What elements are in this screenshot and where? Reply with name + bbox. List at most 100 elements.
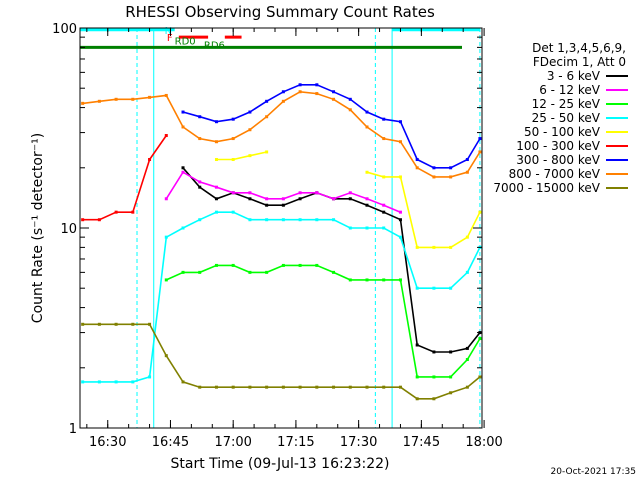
data-point-4-2 <box>97 380 101 384</box>
data-point-3-17 <box>348 278 352 282</box>
data-point-1-17 <box>348 197 352 201</box>
series-line-8 <box>82 90 481 178</box>
data-point-7-14 <box>298 83 302 87</box>
data-point-8-6 <box>164 93 168 97</box>
series-line-7 <box>182 84 481 169</box>
x-tick-label-1: 16:30 <box>89 435 126 450</box>
data-point-6-2 <box>97 218 101 222</box>
data-point-3-25 <box>478 337 482 341</box>
data-point-7-12 <box>265 99 269 103</box>
data-point-8-22 <box>432 175 436 179</box>
x-tick-label-5: 17:30 <box>340 435 377 450</box>
data-point-4-4 <box>131 380 135 384</box>
flag-label-rd6: RD6 <box>204 40 225 51</box>
data-point-9-24 <box>465 385 469 389</box>
data-point-9-19 <box>382 385 386 389</box>
data-point-4-15 <box>315 218 319 222</box>
data-point-9-22 <box>432 397 436 401</box>
legend-label-1: 3 - 6 keV <box>547 69 601 83</box>
data-point-2-9 <box>214 185 218 189</box>
data-point-2-15 <box>315 191 319 195</box>
legend-header-line-2: FDecim 1, Att 0 <box>533 55 626 69</box>
data-point-8-5 <box>148 95 152 99</box>
data-point-6-6 <box>164 134 168 138</box>
data-point-9-17 <box>348 385 352 389</box>
data-point-5-9 <box>214 158 218 162</box>
data-point-7-13 <box>281 90 285 94</box>
flag-label-rd0: RD0 <box>175 36 196 47</box>
data-point-3-12 <box>265 270 269 274</box>
data-point-2-11 <box>248 191 252 195</box>
x-axis-label: Start Time (09-Jul-13 16:23:22) <box>170 456 389 472</box>
data-point-2-16 <box>332 197 336 201</box>
data-point-6-1 <box>81 218 85 222</box>
data-point-9-14 <box>298 385 302 389</box>
data-point-8-8 <box>198 137 202 141</box>
data-point-1-20 <box>398 218 402 222</box>
data-point-8-3 <box>114 97 118 101</box>
series-1 <box>181 166 482 354</box>
x-tick-label-2: 16:45 <box>152 435 189 450</box>
data-point-8-19 <box>382 137 386 141</box>
data-point-8-2 <box>97 99 101 103</box>
data-point-8-7 <box>181 125 185 129</box>
data-point-8-16 <box>332 97 336 101</box>
data-point-9-8 <box>198 385 202 389</box>
series-line-3 <box>165 264 481 378</box>
data-point-1-23 <box>449 350 453 354</box>
data-point-9-15 <box>315 385 319 389</box>
plot-area: NF RD0 RD6 <box>79 26 483 429</box>
legend-label-6: 100 - 300 keV <box>516 139 600 153</box>
legend-label-2: 6 - 12 keV <box>539 83 601 97</box>
data-point-7-18 <box>365 110 369 114</box>
data-point-9-16 <box>332 385 336 389</box>
data-point-9-10 <box>231 385 235 389</box>
data-point-8-10 <box>231 137 235 141</box>
x-axis: 16:30 16:45 17:00 17:15 17:30 17:45 18:00 <box>86 28 503 450</box>
data-point-7-8 <box>198 115 202 119</box>
data-point-3-19 <box>382 278 386 282</box>
series-4 <box>81 210 482 384</box>
data-point-1-12 <box>265 203 269 207</box>
x-tick-label-4: 17:15 <box>277 435 314 450</box>
data-point-2-8 <box>198 180 202 184</box>
data-point-9-2 <box>97 322 101 326</box>
data-point-2-19 <box>382 203 386 207</box>
data-point-9-21 <box>415 397 419 401</box>
data-point-4-6 <box>164 235 168 239</box>
data-point-2-10 <box>231 191 235 195</box>
data-point-2-17 <box>348 191 352 195</box>
data-point-8-9 <box>214 140 218 144</box>
legend-label-5: 50 - 100 keV <box>524 125 601 139</box>
x-tick-label-3: 17:00 <box>214 435 251 450</box>
data-point-9-5 <box>148 322 152 326</box>
data-point-8-11 <box>248 128 252 132</box>
data-point-3-7 <box>181 270 185 274</box>
data-point-5-23 <box>449 245 453 249</box>
data-point-9-18 <box>365 385 369 389</box>
data-point-4-22 <box>432 286 436 290</box>
data-point-1-21 <box>415 343 419 347</box>
data-point-7-10 <box>231 117 235 121</box>
data-point-7-21 <box>415 158 419 162</box>
data-point-2-18 <box>365 197 369 201</box>
flag-label-n: N <box>165 26 172 37</box>
data-point-3-10 <box>231 263 235 267</box>
data-point-5-24 <box>465 235 469 239</box>
data-point-8-23 <box>449 175 453 179</box>
data-point-9-3 <box>114 322 118 326</box>
data-point-1-24 <box>465 346 469 350</box>
data-point-8-14 <box>298 90 302 94</box>
series-2 <box>164 170 402 214</box>
data-point-8-24 <box>465 170 469 174</box>
data-point-9-23 <box>449 391 453 395</box>
data-point-9-13 <box>281 385 285 389</box>
data-point-8-1 <box>81 101 85 105</box>
data-point-7-23 <box>449 166 453 170</box>
data-point-9-9 <box>214 385 218 389</box>
data-point-4-12 <box>265 218 269 222</box>
data-point-9-20 <box>398 385 402 389</box>
data-point-2-13 <box>281 197 285 201</box>
data-point-7-7 <box>181 110 185 114</box>
y-axis-label: Count Rate (s⁻¹ detector⁻¹) <box>30 133 46 323</box>
